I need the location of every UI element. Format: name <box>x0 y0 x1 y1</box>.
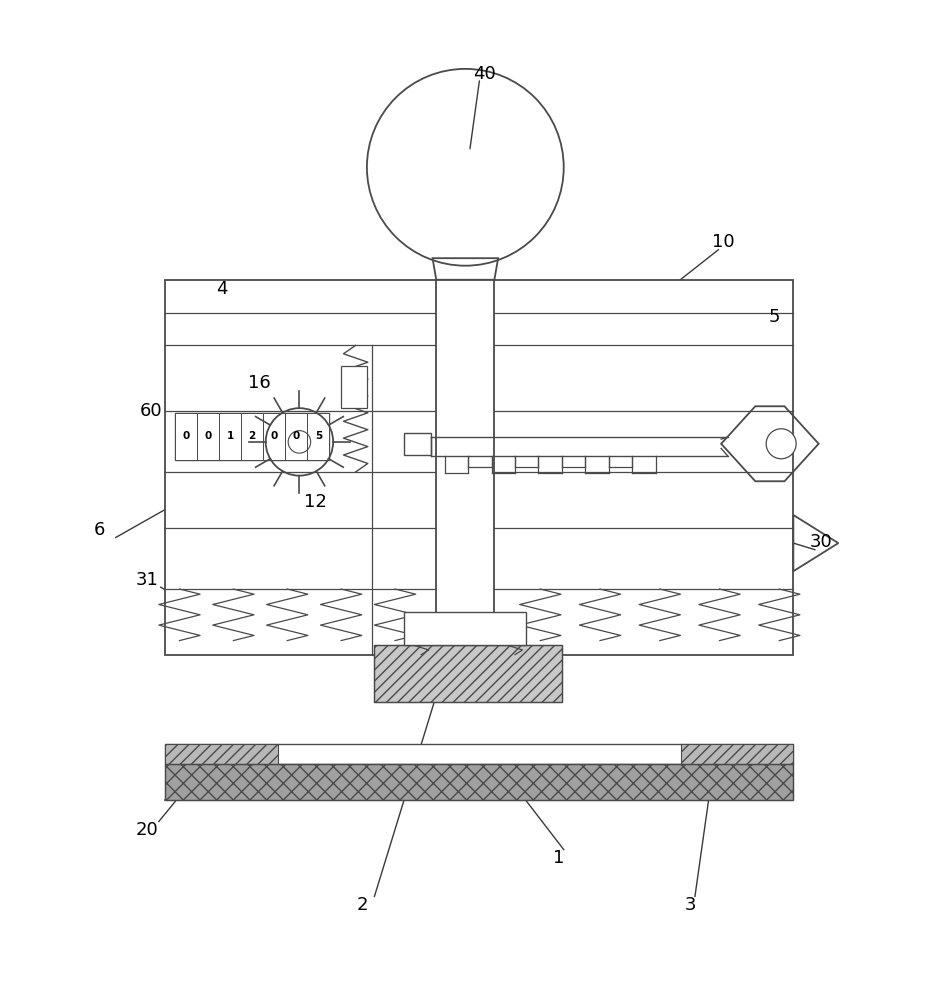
Text: 1: 1 <box>227 431 234 441</box>
Bar <box>196 413 219 460</box>
Bar <box>263 413 285 460</box>
Text: 5: 5 <box>315 431 322 441</box>
Bar <box>340 366 367 408</box>
Bar <box>285 413 307 460</box>
Bar <box>681 744 793 764</box>
Bar <box>374 645 562 702</box>
Text: 1: 1 <box>554 849 565 867</box>
Bar <box>165 280 793 655</box>
Bar <box>175 413 329 460</box>
Text: 12: 12 <box>304 493 327 511</box>
Text: 6: 6 <box>94 521 105 539</box>
Text: 2: 2 <box>356 896 368 914</box>
Bar <box>165 764 793 800</box>
Bar <box>219 413 241 460</box>
Text: 60: 60 <box>140 402 163 420</box>
Bar <box>241 413 263 460</box>
Circle shape <box>766 429 796 459</box>
Polygon shape <box>432 258 498 280</box>
Bar <box>374 645 562 702</box>
Text: 31: 31 <box>135 571 158 589</box>
Text: 0: 0 <box>204 431 212 441</box>
Text: 4: 4 <box>216 280 227 298</box>
Bar <box>307 413 329 460</box>
Text: 10: 10 <box>712 233 734 251</box>
Text: 20: 20 <box>135 821 158 839</box>
Bar <box>165 744 278 764</box>
Bar <box>404 612 526 645</box>
Text: 40: 40 <box>473 65 495 83</box>
Bar <box>436 280 494 645</box>
Text: 5: 5 <box>769 308 780 326</box>
Text: 16: 16 <box>248 374 271 392</box>
Text: 0: 0 <box>271 431 278 441</box>
Text: 3: 3 <box>684 896 696 914</box>
Bar <box>165 744 793 764</box>
Text: 2: 2 <box>248 431 256 441</box>
Text: 0: 0 <box>292 431 300 441</box>
Bar <box>175 413 196 460</box>
Bar <box>404 433 431 455</box>
Text: 0: 0 <box>182 431 190 441</box>
Text: 30: 30 <box>810 533 833 551</box>
Bar <box>165 764 793 800</box>
